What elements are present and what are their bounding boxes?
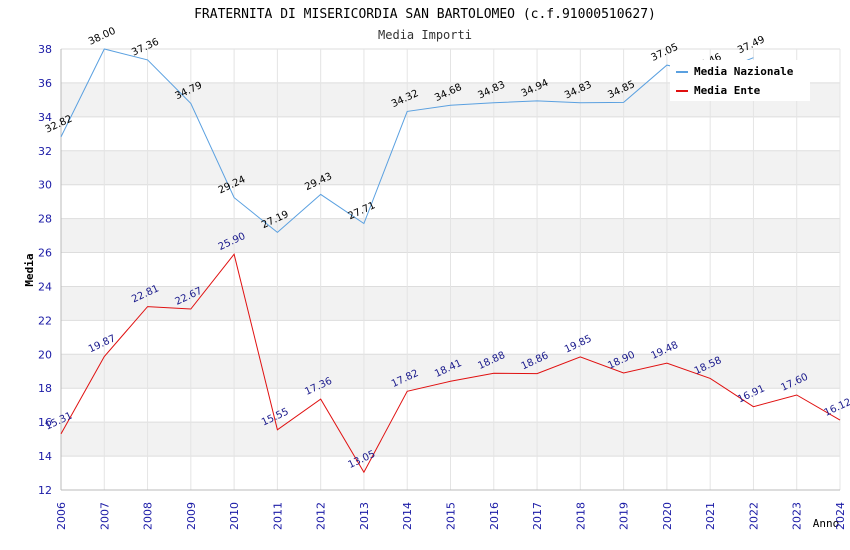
y-tick-label: 34 — [38, 111, 52, 124]
x-tick-label: 2023 — [791, 502, 804, 530]
y-tick-label: 14 — [38, 450, 52, 463]
y-tick-label: 16 — [38, 416, 52, 429]
series-line-media-ente — [60, 253, 841, 474]
legend-box — [670, 60, 810, 101]
gridlines — [60, 48, 841, 491]
x-tick-label: 2019 — [618, 502, 631, 530]
y-tick-label: 32 — [38, 145, 52, 158]
y-axis-ticks: 12 14 16 18 20 22 24 26 28 30 32 34 36 38 — [38, 43, 52, 497]
y-tick-label: 24 — [38, 280, 52, 293]
x-tick-label: 2020 — [661, 502, 674, 530]
legend-label-media-nazionale: Media Nazionale — [694, 65, 794, 78]
series-lines — [60, 48, 841, 474]
x-tick-label: 2017 — [531, 502, 544, 530]
x-tick-label: 2008 — [142, 502, 155, 530]
chart-title: FRATERNITA DI MISERICORDIA SAN BARTOLOME… — [194, 7, 656, 22]
legend-label-media-ente: Media Ente — [694, 84, 761, 97]
y-tick-label: 38 — [38, 43, 52, 56]
x-tick-label: 2011 — [271, 502, 284, 530]
y-axis-label: Media — [23, 253, 36, 286]
x-tick-label: 2006 — [55, 502, 68, 530]
x-tick-label: 2022 — [747, 502, 760, 530]
x-tick-label: 2018 — [574, 502, 587, 530]
data-label: 38.00 — [87, 26, 118, 48]
x-tick-label: 2010 — [228, 502, 241, 530]
y-tick-label: 26 — [38, 247, 52, 260]
y-tick-label: 22 — [38, 314, 52, 327]
x-tick-label: 2016 — [488, 502, 501, 530]
x-axis-ticks: 2006 2007 2008 2009 2010 2011 2012 2013 2014 2015… — [55, 502, 847, 530]
y-tick-label: 12 — [38, 484, 52, 497]
y-tick-label: 28 — [38, 213, 52, 226]
x-tick-label: 2013 — [358, 502, 371, 530]
x-tick-label: 2015 — [445, 502, 458, 530]
y-tick-label: 20 — [38, 348, 52, 361]
x-tick-label: 2024 — [834, 502, 847, 530]
x-tick-label: 2012 — [315, 502, 328, 530]
legend: Media Nazionale Media Ente — [670, 60, 810, 101]
x-tick-label: 2014 — [401, 502, 414, 530]
y-tick-label: 18 — [38, 382, 52, 395]
x-tick-label: 2021 — [704, 502, 717, 530]
chart-subtitle: Media Importi — [378, 28, 472, 42]
x-tick-label: 2007 — [98, 502, 111, 530]
y-tick-label: 36 — [38, 77, 52, 90]
x-tick-label: 2009 — [185, 502, 198, 530]
series-line-media-nazionale — [60, 48, 754, 234]
x-axis-label: Anno — [813, 517, 840, 530]
y-tick-label: 30 — [38, 179, 52, 192]
